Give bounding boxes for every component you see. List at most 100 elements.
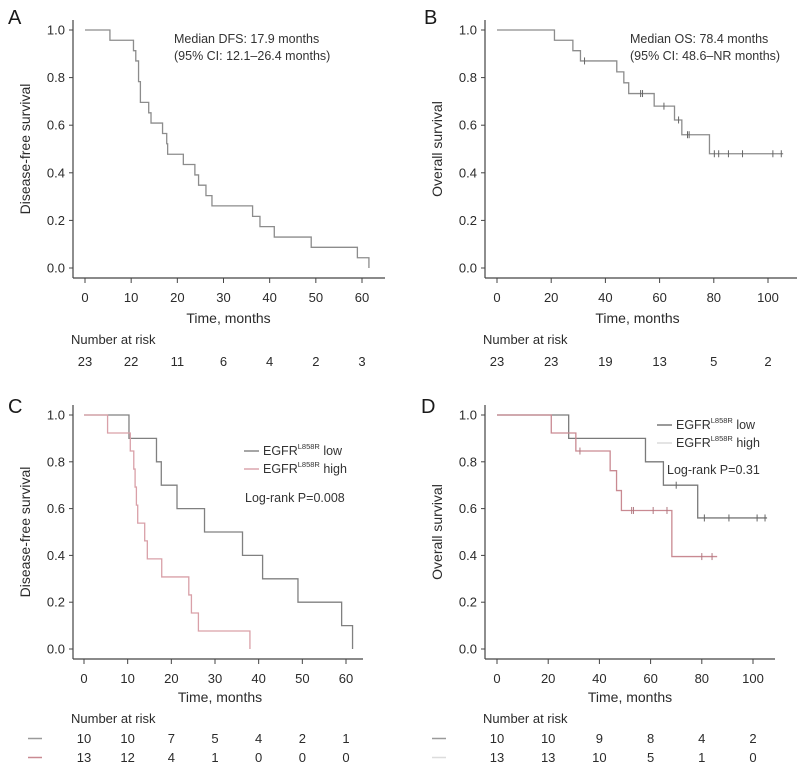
- y-tick-label: 0.8: [459, 70, 477, 85]
- risk-count: 12: [120, 750, 134, 765]
- risk-table-title: Number at risk: [483, 332, 568, 347]
- risk-table-title: Number at risk: [71, 711, 156, 726]
- y-tick-label: 0.6: [459, 501, 477, 516]
- logrank-annotation: Log-rank P=0.008: [245, 491, 345, 505]
- x-axis-title: Time, months: [595, 310, 679, 326]
- x-tick-label: 10: [120, 671, 134, 686]
- x-axis-title: Time, months: [178, 689, 262, 705]
- y-tick-label: 0.4: [47, 548, 65, 563]
- risk-count: 13: [77, 750, 91, 765]
- y-tick-label: 1.0: [459, 23, 477, 38]
- x-tick-label: 60: [355, 290, 369, 305]
- risk-count: 8: [647, 731, 654, 746]
- risk-count: 5: [211, 731, 218, 746]
- risk-count: 1: [342, 731, 349, 746]
- y-tick-label: 0.0: [47, 642, 65, 657]
- risk-count: 23: [544, 354, 558, 369]
- y-tick-label: 0.6: [459, 118, 477, 133]
- risk-count: 4: [255, 731, 262, 746]
- legend-label-superscript: L858R: [298, 442, 321, 451]
- y-tick-label: 0.2: [47, 595, 65, 610]
- y-axis-title: Disease-free survival: [17, 84, 33, 215]
- y-tick-label: 0.8: [47, 454, 65, 469]
- x-tick-label: 50: [309, 290, 323, 305]
- legend-label: EGFRL858R high: [263, 460, 347, 476]
- legend-label: EGFRL858R low: [263, 442, 343, 458]
- x-tick-label: 30: [216, 290, 230, 305]
- risk-table: Number at risk 23 23 19 13 5 2: [483, 332, 772, 369]
- legend-label-suffix: high: [733, 436, 760, 450]
- x-tick-label: 40: [598, 290, 612, 305]
- y-tick-label: 0.0: [459, 261, 477, 276]
- risk-count: 22: [124, 354, 138, 369]
- x-tick-label: 40: [262, 290, 276, 305]
- legend-label-base: EGFR: [676, 418, 711, 432]
- risk-table-title: Number at risk: [483, 711, 568, 726]
- x-tick-label: 20: [164, 671, 178, 686]
- y-tick-label: 0.6: [47, 118, 65, 133]
- y-tick-label: 0.2: [459, 213, 477, 228]
- risk-count: 13: [490, 750, 504, 765]
- x-tick-label: 60: [339, 671, 353, 686]
- risk-count: 3: [358, 354, 365, 369]
- risk-count: 10: [541, 731, 555, 746]
- risk-count: 0: [749, 750, 756, 765]
- x-tick-label: 100: [742, 671, 764, 686]
- x-tick-label: 80: [695, 671, 709, 686]
- x-tick-label: 60: [643, 671, 657, 686]
- risk-count: 10: [490, 731, 504, 746]
- legend-label: EGFRL858R high: [676, 434, 760, 450]
- legend-label-superscript: L858R: [711, 434, 734, 443]
- x-tick-label: 0: [493, 290, 500, 305]
- x-tick-label: 0: [493, 671, 500, 686]
- risk-count: 1: [698, 750, 705, 765]
- x-tick-label: 80: [707, 290, 721, 305]
- risk-count: 10: [120, 731, 134, 746]
- x-tick-label: 20: [544, 290, 558, 305]
- y-axis-title: Overall survival: [429, 101, 445, 197]
- risk-count: 7: [168, 731, 175, 746]
- risk-count: 10: [592, 750, 606, 765]
- y-tick-label: 0.4: [459, 165, 477, 180]
- risk-count: 11: [171, 354, 185, 369]
- x-tick-label: 40: [251, 671, 265, 686]
- risk-table-title: Number at risk: [71, 332, 156, 347]
- x-tick-label: 30: [208, 671, 222, 686]
- risk-count: 2: [299, 731, 306, 746]
- y-tick-label: 0.6: [47, 501, 65, 516]
- y-tick-label: 0.8: [459, 454, 477, 469]
- risk-count: 23: [78, 354, 92, 369]
- km-curve-low: [84, 414, 354, 649]
- risk-count: 4: [698, 731, 705, 746]
- km-curve-all: [85, 29, 370, 268]
- y-axis-title: Overall survival: [429, 484, 445, 580]
- km-curve-high: [84, 414, 251, 649]
- x-tick-label: 60: [652, 290, 666, 305]
- ci-annotation: (95% CI: 12.1–26.4 months): [174, 49, 330, 63]
- risk-count: 23: [490, 354, 504, 369]
- legend-label-suffix: low: [733, 418, 756, 432]
- panel-letter: C: [8, 396, 22, 418]
- panel-letter: A: [8, 7, 22, 29]
- panel-letter: B: [424, 7, 437, 29]
- x-tick-label: 20: [541, 671, 555, 686]
- legend-label: EGFRL858R low: [676, 416, 756, 432]
- legend-label-base: EGFR: [263, 462, 298, 476]
- km-curve-all: [497, 29, 784, 155]
- x-tick-label: 40: [592, 671, 606, 686]
- legend-label-suffix: high: [320, 462, 347, 476]
- risk-count: 4: [168, 750, 175, 765]
- y-tick-label: 0.0: [47, 261, 65, 276]
- median-annotation: Median OS: 78.4 months: [630, 32, 768, 46]
- y-tick-label: 1.0: [47, 408, 65, 423]
- x-tick-label: 50: [295, 671, 309, 686]
- risk-count: 2: [749, 731, 756, 746]
- legend-label-suffix: low: [320, 444, 343, 458]
